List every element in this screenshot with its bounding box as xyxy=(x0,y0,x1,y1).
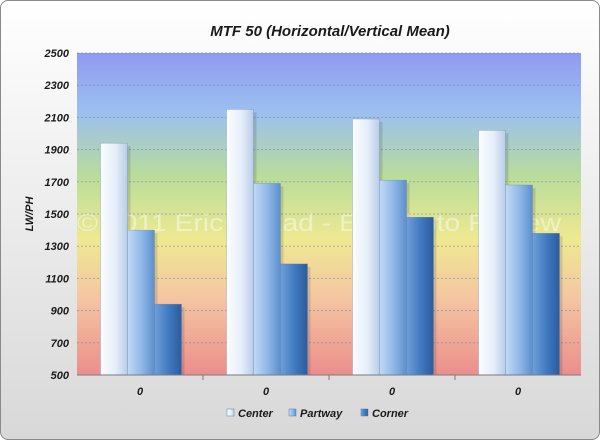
bar-center-3 xyxy=(352,118,380,376)
bar-corner-3 xyxy=(406,216,434,376)
legend-label-center: Center xyxy=(238,408,274,420)
y-axis-title: LW/PH xyxy=(24,196,36,232)
bar-partway-4 xyxy=(505,184,533,376)
x-tick-label: 0 xyxy=(137,386,144,398)
bar-partway-1 xyxy=(127,229,155,376)
y-tick-label: 2500 xyxy=(44,48,70,60)
bar-corner-4 xyxy=(532,233,560,376)
y-tick-label: 2100 xyxy=(44,112,70,124)
y-tick-label: 1500 xyxy=(45,209,70,221)
y-tick-label: 1100 xyxy=(45,273,70,285)
y-tick-label: 2300 xyxy=(44,80,70,92)
bars xyxy=(100,109,563,376)
y-tick-label: 900 xyxy=(51,306,70,318)
chart-title: MTF 50 (Horizontal/Vertical Mean) xyxy=(210,23,449,40)
y-tick-label: 1900 xyxy=(45,145,70,157)
y-tick-labels: 500 700 900 1100 1300 1500 1700 1900 2100 2300 250… xyxy=(44,48,70,382)
bar-center-4 xyxy=(478,130,506,376)
y-tick-label: 1300 xyxy=(45,241,70,253)
legend: Center Partway Corner xyxy=(226,408,409,420)
legend-label-partway: Partway xyxy=(300,408,343,420)
x-tick-label: 0 xyxy=(389,386,396,398)
x-tick-label: 0 xyxy=(515,386,522,398)
y-tick-label: 500 xyxy=(51,370,70,382)
legend-swatch-center xyxy=(226,408,235,417)
bar-center-2 xyxy=(226,109,254,376)
legend-swatch-partway xyxy=(288,408,297,417)
y-tick-label: 700 xyxy=(51,338,70,350)
bar-partway-3 xyxy=(379,179,407,376)
legend-swatch-corner xyxy=(360,408,369,417)
x-tick-labels: 0 0 0 0 xyxy=(137,375,522,398)
legend-label-corner: Corner xyxy=(372,408,409,420)
bar-corner-1 xyxy=(154,303,182,376)
bar-center-1 xyxy=(100,142,128,376)
bar-partway-2 xyxy=(253,183,281,376)
x-tick-label: 0 xyxy=(263,386,270,398)
bar-corner-2 xyxy=(280,263,308,376)
y-tick-label: 1700 xyxy=(45,177,70,189)
